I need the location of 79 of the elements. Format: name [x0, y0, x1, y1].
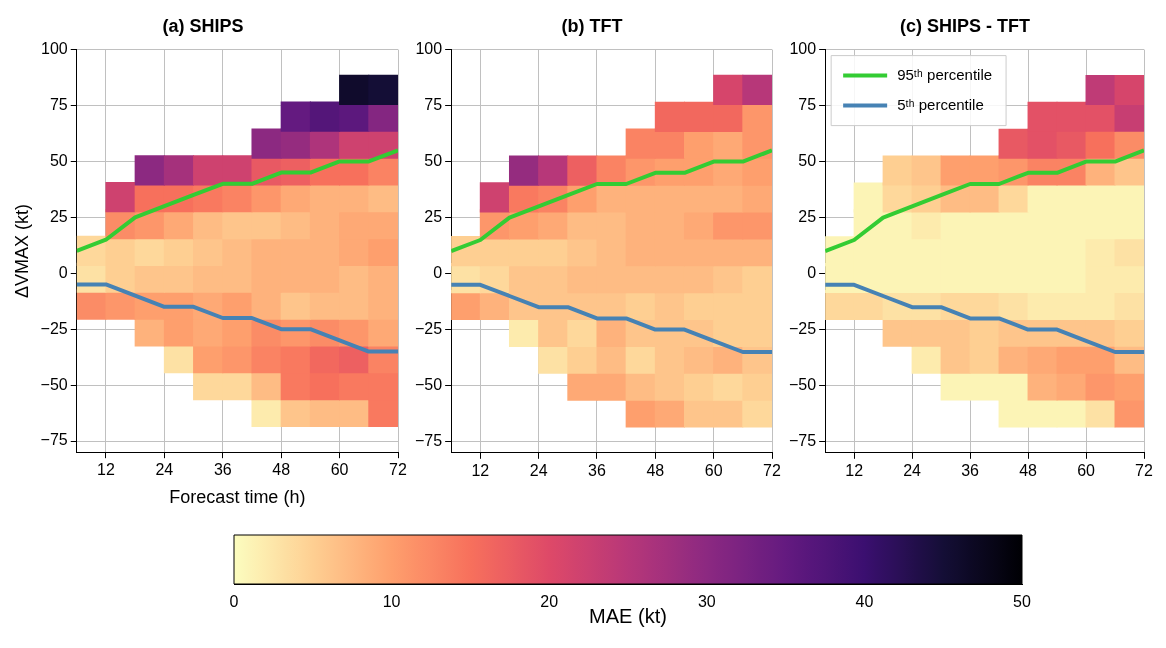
- point: [567, 155, 598, 186]
- point: [479, 182, 510, 213]
- y-tick-label: 25: [49, 207, 68, 225]
- color-bar-label: 30: [697, 593, 716, 611]
- x-tick-label: 24: [529, 461, 548, 479]
- x-tick-label: 36: [961, 461, 980, 479]
- x-tick-label: 12: [97, 461, 115, 479]
- x-tick-label: 24: [903, 461, 922, 479]
- color-bar-label: 20: [540, 593, 559, 611]
- point: [368, 74, 398, 105]
- x-tick-label: 48: [272, 461, 291, 479]
- point: [625, 128, 656, 159]
- chart-title: (c) SHIPS - TFT: [900, 15, 1030, 36]
- point: [134, 155, 165, 186]
- x-tick-label: 48: [646, 461, 665, 479]
- point: [1056, 101, 1087, 132]
- legend-label: 5ᵗʰ percentile: [897, 95, 984, 113]
- point: [309, 101, 341, 132]
- y-axis-title: ΔVMAX (kt): [11, 203, 32, 298]
- color-bar-label: 40: [855, 593, 874, 611]
- y-tick-label: 100: [41, 40, 68, 58]
- point: [998, 128, 1029, 159]
- y-tick-label: 25: [798, 208, 817, 226]
- point: [339, 74, 370, 105]
- y-tick-label: 75: [424, 96, 443, 114]
- y-tick-label: 50: [49, 151, 68, 169]
- y-tick-label: 0: [58, 263, 68, 281]
- x-tick-label: 60: [1077, 461, 1096, 479]
- x-tick-label: 12: [845, 461, 864, 479]
- point: [163, 155, 195, 186]
- y-tick-label: 50: [424, 152, 443, 170]
- y-tick-label: 25: [424, 208, 443, 226]
- y-tick-label: −50: [789, 376, 817, 394]
- point: [742, 74, 772, 106]
- y-tick-label: −25: [40, 319, 68, 337]
- y-tick-label: 0: [807, 264, 817, 282]
- color-bar-label: 10: [382, 593, 401, 611]
- chart-title: (b) TFT: [561, 15, 623, 36]
- x-tick-label: 48: [1019, 461, 1038, 479]
- point: [280, 101, 311, 132]
- point: [654, 101, 685, 132]
- x-tick-label: 36: [213, 461, 232, 479]
- x-axis-title: Forecast time (h): [169, 487, 306, 508]
- color-bar-label: 50: [1013, 593, 1031, 611]
- color-bar-title: MAE (kt): [589, 604, 667, 627]
- x-tick-label: 72: [763, 461, 781, 479]
- point: [508, 155, 540, 186]
- x-tick-label: 72: [1135, 461, 1153, 479]
- y-tick-label: 75: [49, 95, 68, 113]
- point: [1085, 74, 1116, 105]
- y-tick-label: −75: [40, 431, 68, 449]
- point: [853, 182, 884, 213]
- x-tick-label: 12: [471, 461, 490, 479]
- chart-title: (a) SHIPS: [162, 15, 244, 36]
- x-tick-label: 60: [704, 461, 723, 479]
- point: [251, 128, 282, 159]
- y-tick-label: 75: [798, 96, 817, 114]
- y-tick-label: −25: [789, 320, 817, 338]
- point: [683, 101, 715, 132]
- y-tick-label: 100: [789, 40, 817, 58]
- y-tick-label: 0: [433, 264, 443, 282]
- y-tick-label: −50: [40, 375, 68, 393]
- point: [1114, 74, 1144, 105]
- y-tick-label: −75: [789, 432, 817, 450]
- y-tick-label: 50: [798, 152, 817, 170]
- color-bar-label: 0: [229, 593, 239, 611]
- legend-label: 95ᵗʰ percentile: [897, 65, 993, 83]
- point: [742, 236, 772, 267]
- x-tick-label: 36: [588, 461, 606, 479]
- y-tick-label: −75: [415, 432, 443, 450]
- x-tick-label: 60: [330, 461, 349, 479]
- point: [882, 155, 913, 186]
- x-tick-label: 24: [155, 461, 174, 479]
- y-tick-label: −50: [415, 376, 443, 394]
- y-tick-label: −25: [415, 320, 443, 338]
- point: [713, 74, 744, 106]
- x-tick-label: 72: [389, 461, 407, 479]
- y-tick-label: 100: [415, 40, 443, 58]
- point: [1027, 101, 1058, 132]
